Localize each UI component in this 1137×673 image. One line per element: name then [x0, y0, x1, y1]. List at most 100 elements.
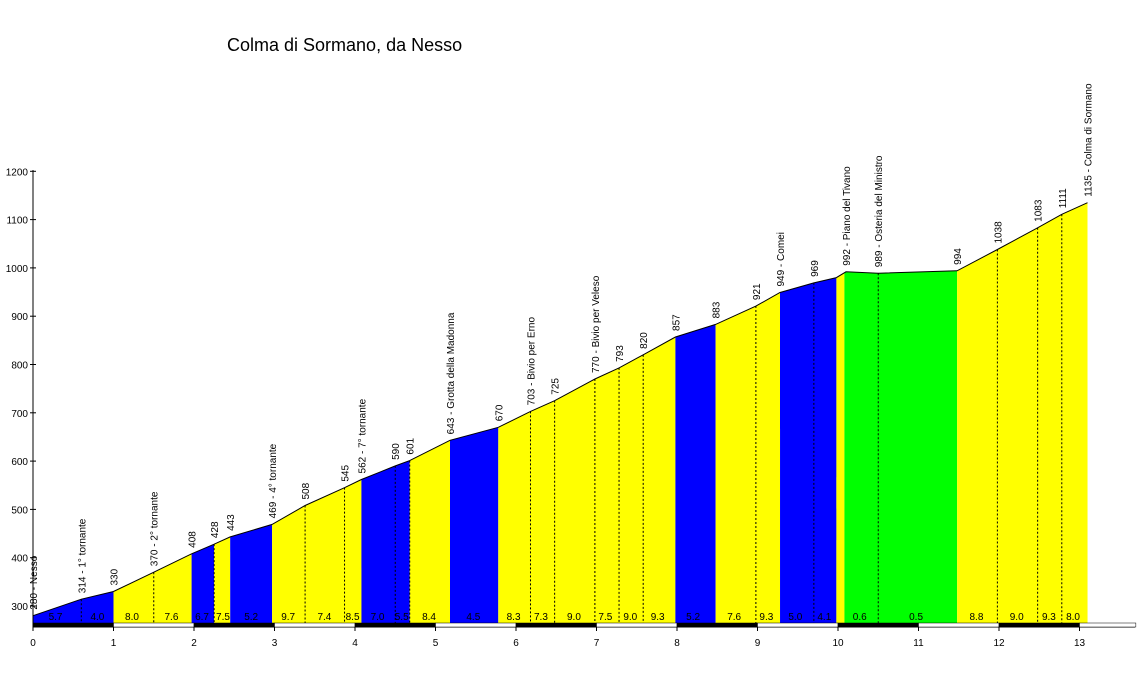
- km-band-6: [515, 622, 597, 628]
- elevation-point-label: 1083: [1034, 199, 1045, 222]
- x-tick-label: 4: [352, 638, 358, 649]
- profile-segment-11: [715, 292, 781, 623]
- profile-fill-layer: [33, 202, 1088, 623]
- elevation-point-label: 314 - 1° tornante: [77, 518, 88, 593]
- elevation-point-label: 820: [639, 332, 650, 349]
- elevation-point-label: 370 - 2° tornante: [150, 491, 161, 566]
- x-tick-label: 3: [272, 638, 278, 649]
- x-tick-label: 6: [513, 638, 519, 649]
- x-tick-label: 10: [832, 638, 844, 649]
- km-band-13: [1079, 622, 1137, 628]
- elevation-point-label: 601: [406, 437, 417, 454]
- x-tick-label: 9: [755, 638, 761, 649]
- km-band-3: [274, 622, 356, 628]
- gradient-label: 7.5: [598, 612, 612, 623]
- gradient-label: 9.3: [651, 612, 665, 623]
- gradient-label: 7.6: [727, 612, 741, 623]
- km-band-1: [113, 622, 195, 628]
- chart-title: Colma di Sormano, da Nesso: [227, 35, 463, 55]
- profile-segment-2: [191, 544, 215, 623]
- profile-segment-12: [780, 277, 837, 623]
- x-tick-label: 13: [1074, 638, 1086, 649]
- gradient-label: 6.7: [195, 612, 209, 623]
- elevation-point-label: 408: [188, 531, 199, 548]
- profile-segment-7: [409, 440, 450, 623]
- gradient-label: 7.5: [216, 612, 230, 623]
- elevation-point-label: 1111: [1058, 188, 1069, 208]
- gradient-label: 9.3: [759, 612, 773, 623]
- gradient-label: 5.0: [788, 612, 802, 623]
- elevation-point-label: 793: [615, 345, 626, 362]
- profile-segment-13: [836, 272, 845, 623]
- x-tick-label: 0: [30, 638, 36, 649]
- gradient-label: 5.5: [395, 612, 409, 623]
- y-tick-label: 400: [11, 554, 28, 565]
- elevation-point-label: 1038: [993, 221, 1004, 244]
- elevation-point-label: 428: [210, 521, 221, 538]
- gradient-label: 9.3: [1042, 612, 1056, 623]
- elevation-point-label: 994: [953, 248, 964, 265]
- profile-segment-5: [272, 479, 362, 623]
- profile-segment-9: [498, 337, 676, 623]
- profile-segment-8: [449, 427, 499, 623]
- km-band-11: [918, 622, 1000, 628]
- y-tick-label: 900: [11, 312, 28, 323]
- km-band-12: [998, 622, 1080, 628]
- x-tick-label: 11: [913, 638, 924, 649]
- gradient-label: 5.2: [244, 612, 258, 623]
- gradient-label: 8.3: [507, 612, 521, 623]
- km-band-8: [676, 622, 758, 628]
- profile-segment-1: [113, 553, 192, 623]
- km-band-4: [354, 622, 436, 628]
- elevation-point-label: 508: [301, 482, 312, 499]
- gradient-label: 7.0: [371, 612, 385, 623]
- gradient-label: 7.4: [317, 612, 331, 623]
- km-band-9: [757, 622, 839, 628]
- gradient-label: 8.4: [422, 612, 436, 623]
- gradient-label: 0.6: [853, 612, 867, 623]
- y-tick-label: 300: [11, 602, 28, 613]
- elevation-point-label: 280 - Nesso: [29, 555, 40, 609]
- x-tick-label: 12: [993, 638, 1005, 649]
- elevation-point-label: 590: [391, 443, 402, 460]
- y-tick-label: 800: [11, 361, 28, 372]
- elevation-point-label: 670: [494, 404, 505, 421]
- gradient-label: 0.5: [909, 612, 923, 623]
- y-tick-label: 1000: [6, 264, 29, 275]
- gradient-label: 9.7: [281, 612, 295, 623]
- gradient-label: 7.6: [165, 612, 179, 623]
- profile-segment-10: [675, 324, 716, 623]
- elevation-point-label: 643 - Grotta della Madonna: [446, 312, 457, 434]
- y-tick-label: 600: [11, 457, 28, 468]
- y-tick-label: 1100: [6, 216, 28, 227]
- elevation-point-label: 703 - Bivio per Erno: [526, 317, 537, 406]
- gradient-label: 9.0: [623, 612, 637, 623]
- profile-segment-6: [361, 460, 410, 623]
- gradient-label: 8.5: [346, 612, 360, 623]
- gradient-label: 9.0: [1010, 612, 1024, 623]
- gradient-label: 4.0: [90, 612, 104, 623]
- elevation-point-label: 883: [712, 301, 723, 318]
- gradient-label: 8.8: [970, 612, 984, 623]
- gradient-label: 9.0: [567, 612, 581, 623]
- elevation-point-label: 1135 - Colma di Sormano: [1084, 83, 1095, 197]
- elevation-point-label: 443: [226, 514, 237, 531]
- gradient-label: 8.0: [1066, 612, 1080, 623]
- elevation-point-label: 857: [671, 314, 682, 331]
- profile-line: [32, 202, 1088, 617]
- elevation-point-label: 949 - Comei: [776, 232, 787, 286]
- gradient-label: 8.0: [125, 612, 139, 623]
- profile-segment-0: [33, 591, 114, 623]
- km-band-10: [837, 622, 919, 628]
- profile-segment-15: [957, 202, 1088, 623]
- y-tick-label: 500: [11, 505, 28, 516]
- elevation-point-label: 989 - Osteria del Ministro: [874, 155, 885, 267]
- km-band-5: [435, 622, 517, 628]
- elevation-point-label: 725: [551, 378, 562, 395]
- elevation-point-label: 330: [110, 568, 121, 585]
- gradient-label: 4.5: [466, 612, 480, 623]
- elevation-point-label: 545: [341, 465, 352, 482]
- profile-segment-4: [230, 524, 273, 623]
